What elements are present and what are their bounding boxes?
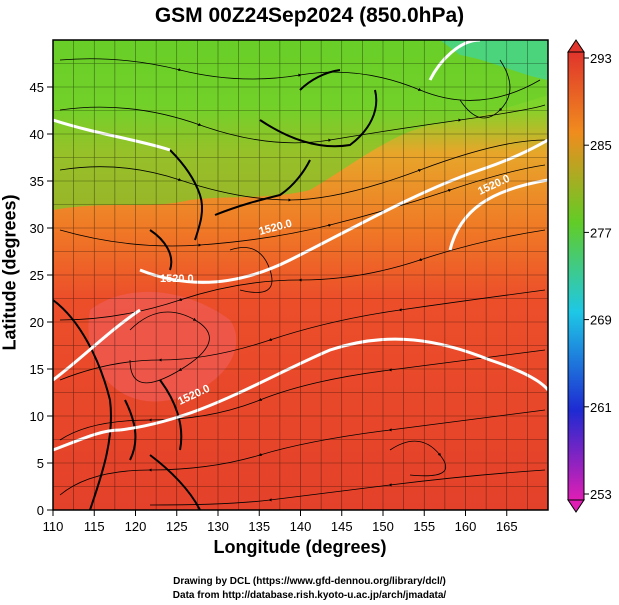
x-tick-label: 125	[166, 519, 188, 534]
colorbar-tick-label: 261	[590, 400, 612, 415]
y-tick-label: 40	[30, 127, 44, 142]
y-tick-label: 0	[37, 503, 44, 518]
y-tick-label: 25	[30, 268, 44, 283]
colorbar-top-arrow	[567, 39, 585, 53]
y-tick-label: 15	[30, 362, 44, 377]
plot-grid	[53, 40, 548, 510]
colorbar-tick-label: 293	[590, 51, 612, 66]
map-title: GSM 00Z24Sep2024 (850.0hPa)	[154, 4, 465, 27]
colorbar: 293 285 277 269 261 253	[567, 39, 612, 513]
y-axis-ticks: 0 5 10 15 20 25 30 35 40 45	[30, 80, 53, 518]
x-tick-label: 160	[455, 519, 477, 534]
x-tick-label: 115	[84, 519, 105, 534]
colorbar-tick-label: 253	[590, 487, 612, 502]
cyan-region-northeast	[440, 40, 548, 80]
x-tick-label: 130	[207, 519, 229, 534]
x-tick-label: 140	[290, 519, 312, 534]
y-tick-label: 5	[37, 456, 44, 471]
colorbar-scale	[567, 51, 585, 501]
y-tick-label: 10	[30, 409, 44, 424]
y-tick-label: 30	[30, 221, 44, 236]
x-tick-label: 150	[372, 519, 394, 534]
y-tick-label: 35	[30, 174, 44, 189]
x-tick-label: 120	[125, 519, 147, 534]
colorbar-tick-label: 277	[590, 225, 612, 240]
credit-data: Data from http://database.rish.kyoto-u.a…	[172, 590, 447, 601]
x-axis-ticks: 110 115 120 125 130 135 140 145 150 155 160 165	[43, 510, 518, 534]
colorbar-tick-label: 269	[590, 313, 612, 328]
x-tick-label: 110	[43, 519, 64, 534]
colorbar-bottom-arrow	[567, 499, 585, 513]
x-tick-label: 165	[496, 519, 518, 534]
x-tick-label: 135	[248, 519, 270, 534]
colorbar-tick-label: 285	[590, 138, 612, 153]
streamlines	[59, 58, 546, 506]
contour-label: 1520.0	[160, 273, 194, 285]
y-tick-label: 20	[30, 315, 44, 330]
credit-drawing: Drawing by DCL (https://www.gfd-dennou.o…	[173, 576, 446, 587]
y-axis-label: Latitude (degrees)	[0, 194, 20, 351]
x-tick-label: 145	[331, 519, 353, 534]
x-tick-label: 155	[413, 519, 435, 534]
x-axis-label: Longitude (degrees)	[213, 537, 387, 557]
y-tick-label: 45	[30, 80, 44, 95]
